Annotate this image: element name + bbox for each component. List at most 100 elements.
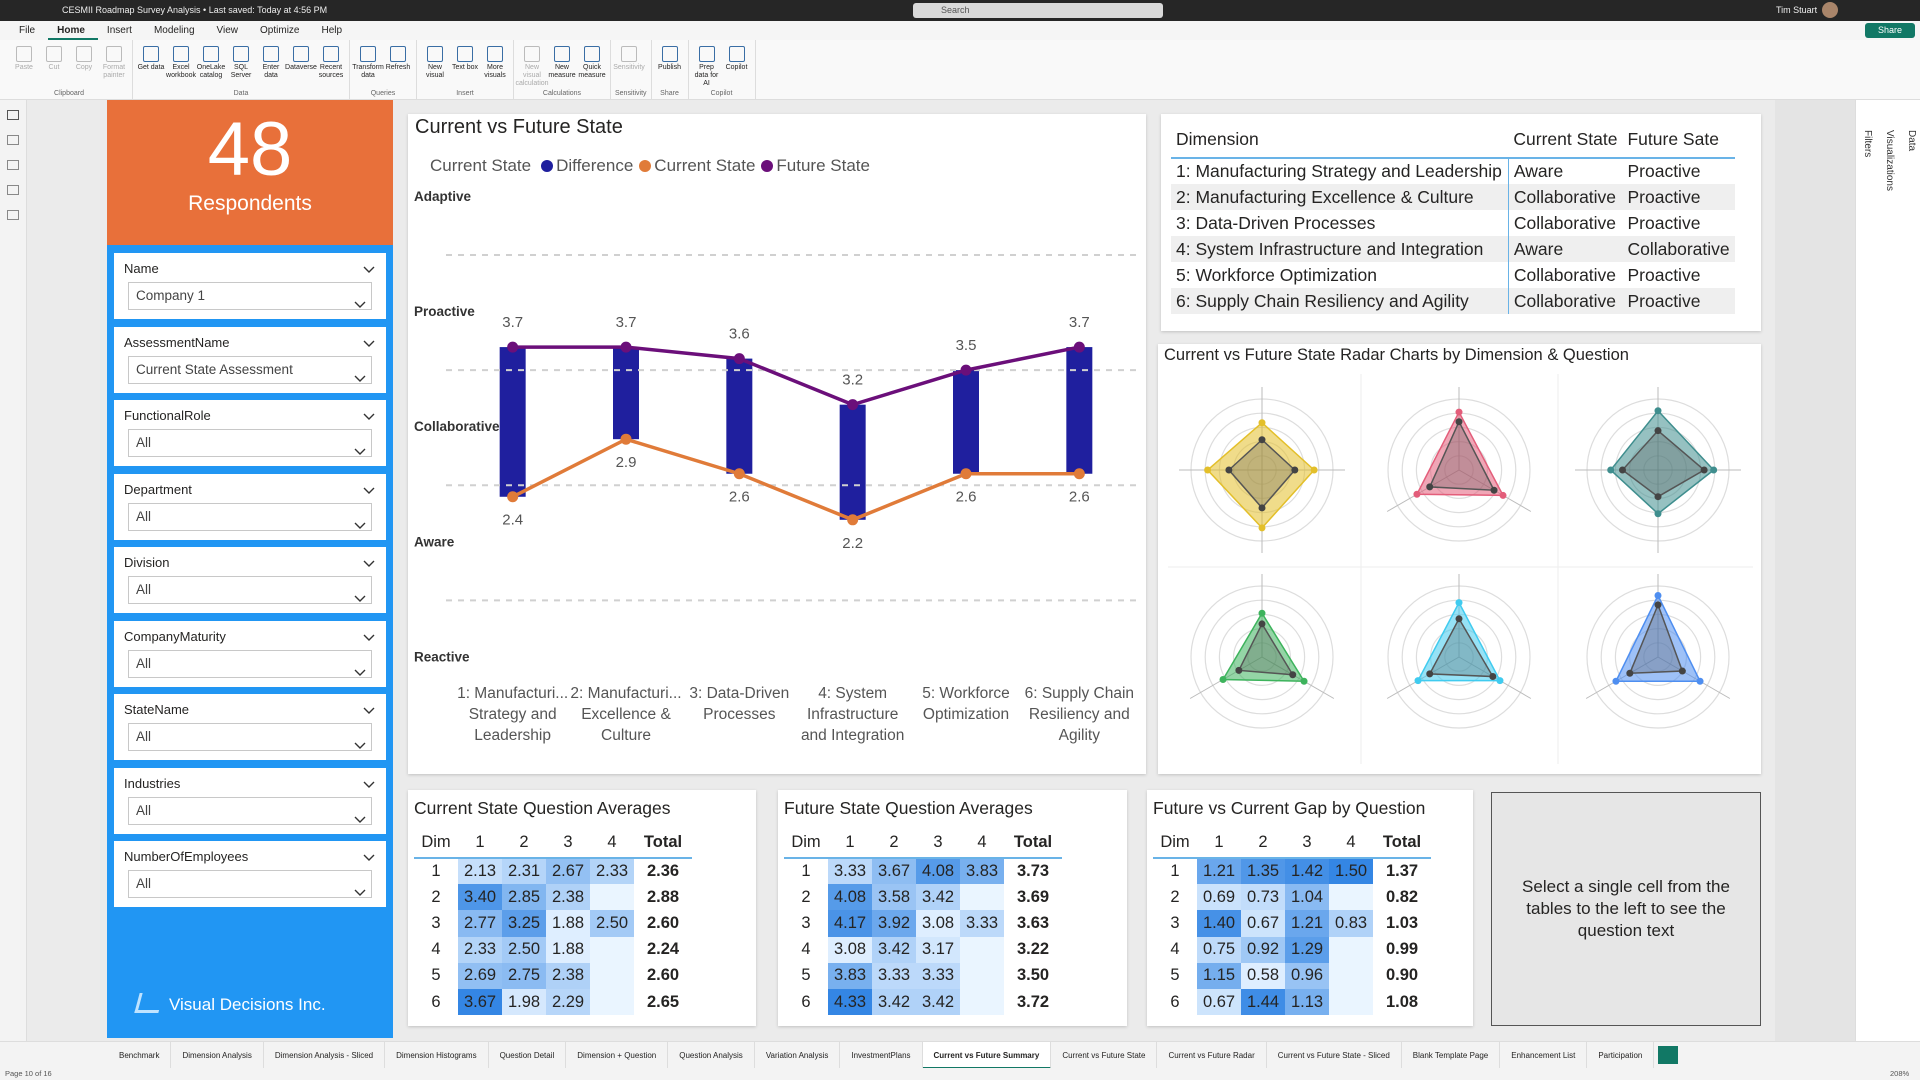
- ribbon-button[interactable]: Excel workbook: [166, 40, 196, 90]
- legend-item[interactable]: Difference: [541, 156, 633, 176]
- ribbon-button[interactable]: Text box: [451, 40, 479, 90]
- heat-cell[interactable]: 1.44: [1241, 988, 1285, 1016]
- slicer-dropdown[interactable]: All: [128, 576, 372, 604]
- heat-cell[interactable]: 1.98: [502, 988, 546, 1016]
- page-tab[interactable]: Dimension Histograms: [385, 1041, 489, 1069]
- heat-cell[interactable]: 4.33: [828, 988, 872, 1016]
- heat-cell[interactable]: 3.83: [828, 962, 872, 989]
- ribbon-button[interactable]: Recent sources: [317, 40, 345, 90]
- heat-cell[interactable]: 1.42: [1285, 858, 1329, 885]
- slicer-dropdown[interactable]: All: [128, 796, 372, 825]
- heat-cell[interactable]: 1.88: [546, 910, 590, 937]
- heat-cell[interactable]: 3.42: [916, 884, 960, 911]
- ribbon-button[interactable]: Enter data: [257, 40, 285, 90]
- slicer-collapse[interactable]: [362, 408, 376, 420]
- heat-cell[interactable]: 3.67: [872, 858, 916, 885]
- heat-cell[interactable]: 4.17: [828, 910, 872, 937]
- page-tab[interactable]: Current vs Future Summary: [922, 1041, 1052, 1069]
- ribbon-button[interactable]: Transform data: [352, 40, 384, 90]
- heat-cell[interactable]: 3.08: [916, 910, 960, 937]
- dropdown-arrow[interactable]: [353, 807, 367, 823]
- page-tab[interactable]: Participation: [1587, 1041, 1655, 1069]
- slicer-collapse[interactable]: [362, 776, 376, 788]
- slicer-dropdown[interactable]: All: [128, 429, 372, 457]
- page-tab[interactable]: Dimension Analysis - Sliced: [264, 1041, 386, 1069]
- heat-cell[interactable]: 1.21: [1197, 858, 1241, 885]
- slicer-dropdown[interactable]: All: [128, 649, 372, 678]
- page-tab[interactable]: Dimension + Question: [566, 1041, 669, 1069]
- slicer-dropdown[interactable]: All: [128, 723, 372, 751]
- page-tab[interactable]: Benchmark: [108, 1041, 172, 1069]
- page-tab[interactable]: Variation Analysis: [755, 1041, 841, 1069]
- slicer-collapse[interactable]: [362, 482, 376, 494]
- heat-cell[interactable]: 2.29: [546, 988, 590, 1016]
- heat-cell[interactable]: 2.77: [458, 910, 502, 937]
- dax-view-icon[interactable]: [7, 185, 19, 195]
- heat-cell[interactable]: 2.50: [502, 936, 546, 963]
- ribbon-button[interactable]: Quick measure: [578, 40, 606, 90]
- ribbon-button[interactable]: OneLake catalog: [197, 40, 225, 90]
- heat-cell[interactable]: 0.58: [1241, 962, 1285, 989]
- heat-cell[interactable]: 2.38: [546, 962, 590, 989]
- slicer-collapse[interactable]: [362, 849, 376, 861]
- slicer-collapse[interactable]: [362, 261, 376, 273]
- page-tab[interactable]: Current vs Future State - Sliced: [1267, 1041, 1402, 1069]
- dropdown-arrow[interactable]: [353, 586, 367, 602]
- heat-cell[interactable]: 0.69: [1197, 884, 1241, 911]
- report-view-icon[interactable]: [7, 110, 19, 120]
- heat-cell[interactable]: 1.13: [1285, 988, 1329, 1016]
- ribbon-button[interactable]: Refresh: [384, 40, 412, 90]
- heat-cell[interactable]: 1.88: [546, 936, 590, 963]
- ribbon-button[interactable]: New measure: [548, 40, 576, 90]
- heat-cell[interactable]: 3.42: [872, 988, 916, 1016]
- heat-cell[interactable]: 2.67: [546, 858, 590, 885]
- page-tab[interactable]: Question Analysis: [668, 1041, 755, 1069]
- page-tab[interactable]: Enhancement List: [1500, 1041, 1588, 1069]
- heat-cell[interactable]: 0.67: [1241, 910, 1285, 937]
- heat-cell[interactable]: 3.33: [872, 962, 916, 989]
- page-tab[interactable]: Current vs Future State: [1051, 1041, 1158, 1069]
- heat-cell[interactable]: 3.33: [916, 962, 960, 989]
- page-tab[interactable]: Current vs Future Radar: [1157, 1041, 1267, 1069]
- heat-cell[interactable]: 2.33: [458, 936, 502, 963]
- heat-cell[interactable]: 2.69: [458, 962, 502, 989]
- menu-item[interactable]: Optimize: [260, 25, 300, 36]
- heat-cell[interactable]: 2.75: [502, 962, 546, 989]
- heat-cell[interactable]: 2.85: [502, 884, 546, 911]
- heat-cell[interactable]: 3.42: [916, 988, 960, 1016]
- ribbon-button[interactable]: Publish: [656, 40, 684, 90]
- menu-item[interactable]: Help: [321, 25, 343, 36]
- menu-item[interactable]: File: [19, 25, 36, 36]
- heat-cell[interactable]: 3.58: [872, 884, 916, 911]
- menu-item[interactable]: Home: [48, 21, 98, 40]
- heat-cell[interactable]: 3.33: [828, 858, 872, 885]
- heat-cell[interactable]: 2.33: [590, 858, 634, 885]
- menu-item[interactable]: Insert: [106, 25, 132, 36]
- slicer-collapse[interactable]: [362, 335, 376, 347]
- heat-cell[interactable]: 4.08: [916, 858, 960, 885]
- slicer-collapse[interactable]: [362, 629, 376, 641]
- heat-cell[interactable]: 3.83: [960, 858, 1004, 885]
- table-view-icon[interactable]: [7, 135, 19, 145]
- heat-cell[interactable]: 1.04: [1285, 884, 1329, 911]
- heat-cell[interactable]: 0.73: [1241, 884, 1285, 911]
- heat-cell[interactable]: 3.42: [872, 936, 916, 963]
- heat-cell[interactable]: 1.15: [1197, 962, 1241, 989]
- heat-cell[interactable]: 3.17: [916, 936, 960, 963]
- menu-item[interactable]: Modeling: [153, 25, 195, 36]
- page-tab[interactable]: Dimension Analysis: [171, 1041, 264, 1069]
- heat-cell[interactable]: 3.25: [502, 910, 546, 937]
- legend-item[interactable]: Current State: [639, 156, 755, 176]
- heat-cell[interactable]: 0.83: [1329, 910, 1373, 937]
- heat-cell[interactable]: 3.67: [458, 988, 502, 1016]
- ribbon-button[interactable]: Dataverse: [285, 40, 317, 90]
- heat-cell[interactable]: 0.67: [1197, 988, 1241, 1016]
- heat-cell[interactable]: 0.75: [1197, 936, 1241, 963]
- heat-cell[interactable]: 3.08: [828, 936, 872, 963]
- heat-cell[interactable]: 2.31: [502, 858, 546, 885]
- dropdown-arrow[interactable]: [353, 660, 367, 676]
- share-button[interactable]: Share: [1865, 23, 1915, 38]
- slicer-collapse[interactable]: [362, 702, 376, 714]
- dropdown-arrow[interactable]: [353, 880, 367, 896]
- tmdl-view-icon[interactable]: [7, 210, 19, 220]
